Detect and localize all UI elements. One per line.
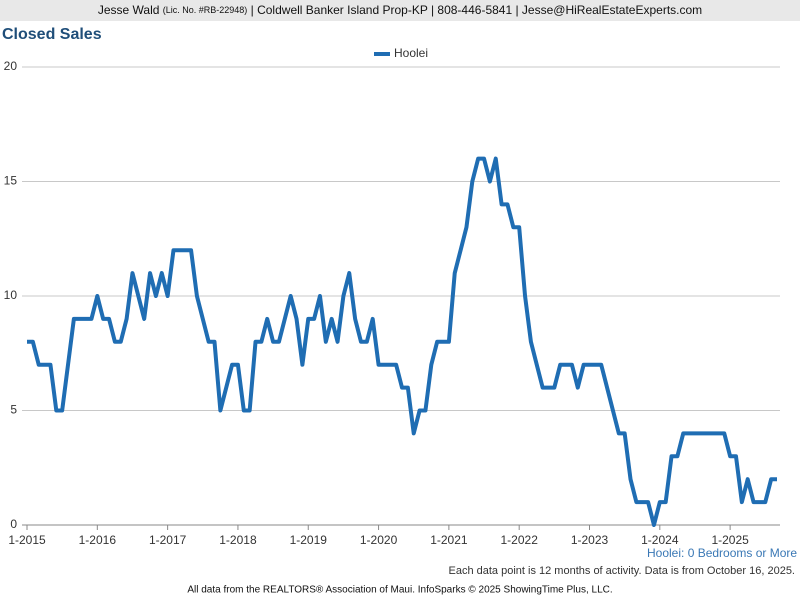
- series-line: [27, 156, 777, 527]
- x-tick-label: 1-2022: [501, 533, 539, 547]
- x-tick-label: 1-2023: [571, 533, 609, 547]
- x-tick-label: 1-2017: [149, 533, 187, 547]
- subset-label: Hoolei: 0 Bedrooms or More: [647, 546, 797, 560]
- x-tick-label: 1-2015: [8, 533, 46, 547]
- y-tick-label: 20: [4, 59, 18, 73]
- y-tick-label: 0: [10, 517, 17, 531]
- x-tick-label: 1-2020: [360, 533, 398, 547]
- x-tick-label: 1-2019: [290, 533, 328, 547]
- x-tick-label: 1-2025: [711, 533, 749, 547]
- y-tick-label: 15: [4, 174, 18, 188]
- contact: | Coldwell Banker Island Prop-KP | 808-4…: [251, 3, 703, 17]
- header-bar: [0, 0, 800, 21]
- x-tick-label: 1-2018: [219, 533, 257, 547]
- x-tick-label: 1-2024: [641, 533, 679, 547]
- y-tick-label: 5: [10, 403, 17, 417]
- y-tick-label: 10: [4, 288, 18, 302]
- footer: All data from the REALTORS® Association …: [187, 585, 612, 596]
- agent-name: Jesse Wald: [98, 3, 160, 17]
- header: Jesse Wald (Lic. No. #RB-22948) | Coldwe…: [98, 3, 702, 17]
- note: Each data point is 12 months of activity…: [449, 565, 795, 577]
- chart-title: Closed Sales: [2, 26, 102, 43]
- legend-label: Hoolei: [394, 46, 428, 60]
- x-tick-label: 1-2021: [430, 533, 468, 547]
- x-tick-label: 1-2016: [79, 533, 117, 547]
- license: (Lic. No. #RB-22948): [163, 5, 248, 15]
